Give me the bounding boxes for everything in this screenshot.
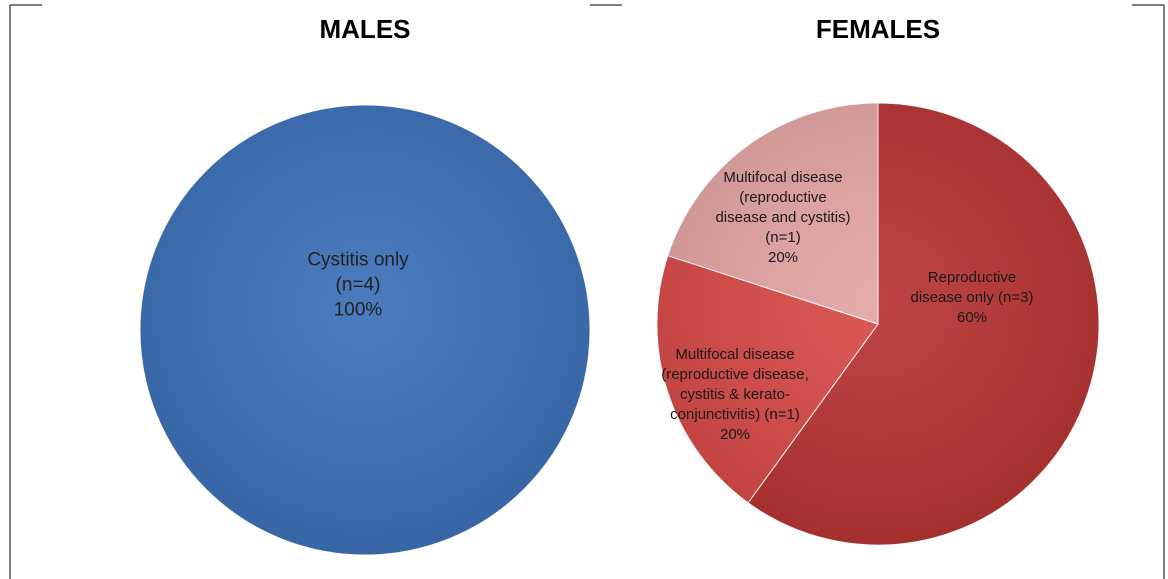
slice-label: Reproductive disease only (n=3) 60% [902,268,1042,328]
slice-label: Multifocal disease (reproductive disease… [660,345,810,445]
slice-value: 60% [956,309,988,326]
slice-label: Cystitis only (n=4) 100% [283,248,433,323]
slice-category: Cystitis only (n=4) [307,249,409,296]
slice-value: 20% [719,426,751,443]
slice-value: 20% [767,249,799,266]
slice-label: Multifocal disease (reproductive disease… [713,168,853,268]
slice-category: Multifocal disease (reproductive disease… [661,346,809,423]
chart-title: FEMALES [816,14,940,44]
chart-title: MALES [320,14,411,44]
slice-value: 100% [333,299,383,321]
pie-slice [139,104,591,556]
slice-category: Reproductive disease only (n=3) [910,269,1034,306]
slice-category: Multifocal disease (reproductive disease… [715,169,851,246]
